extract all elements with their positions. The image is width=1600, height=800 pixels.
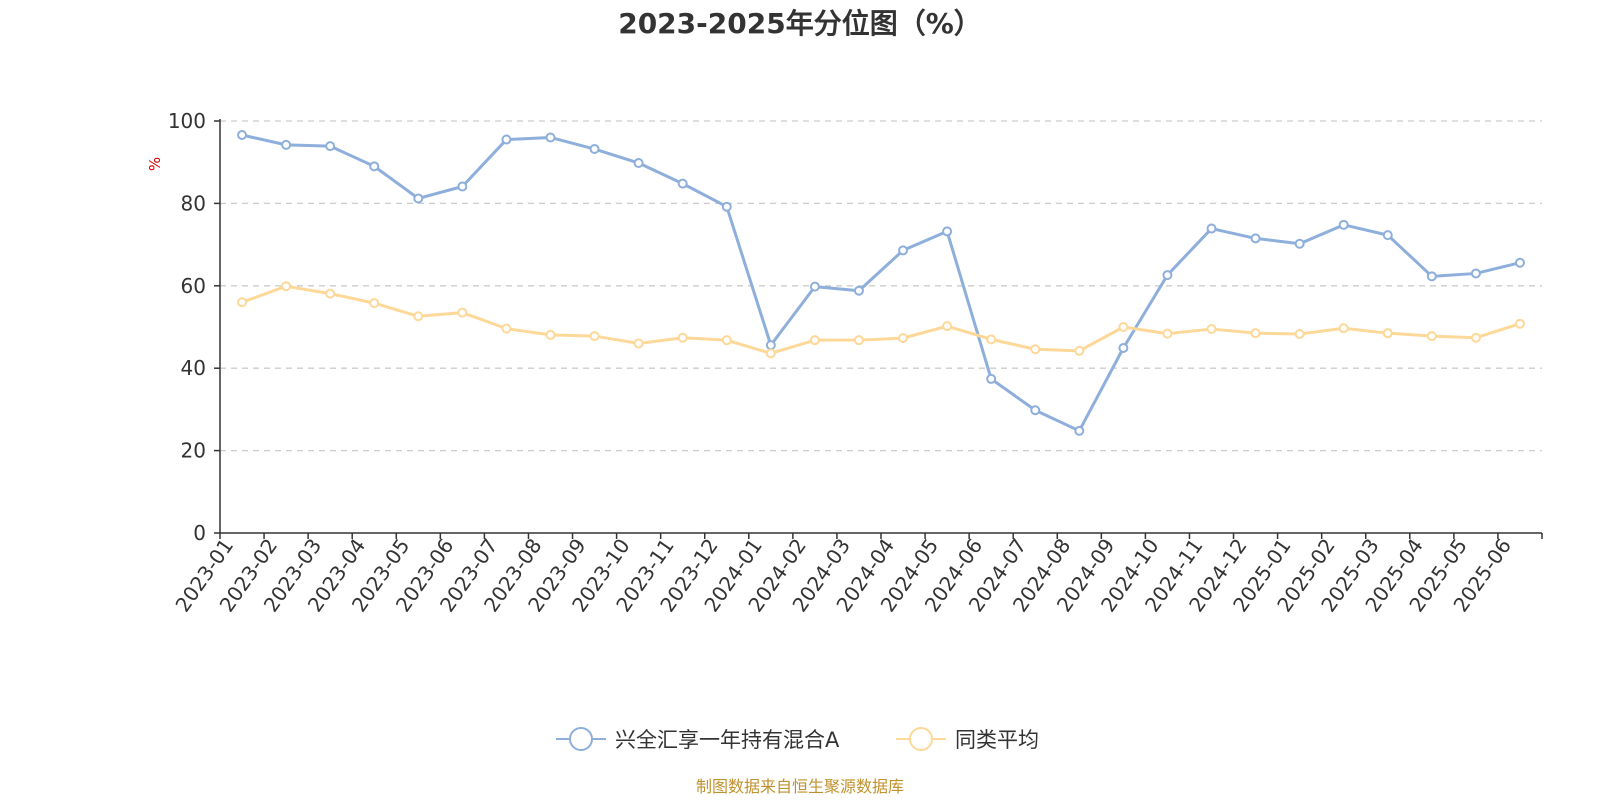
- data-point: [237, 130, 248, 141]
- y-axis-label: %: [146, 157, 164, 171]
- data-point: [1470, 268, 1481, 279]
- data-point: [1074, 425, 1085, 436]
- data-point: [545, 329, 556, 340]
- legend: 兴全汇享一年持有混合A 同类平均: [556, 727, 1039, 752]
- data-point: [1294, 238, 1305, 249]
- data-point: [1030, 344, 1041, 355]
- y-tick-label: 80: [181, 191, 206, 215]
- data-point: [1382, 230, 1393, 241]
- x-axis-ticks: 2023-012023-022023-032023-042023-052023-…: [170, 533, 1543, 616]
- data-point: [809, 281, 820, 292]
- data-point: [898, 333, 909, 344]
- data-point: [1382, 328, 1393, 339]
- data-point: [457, 307, 468, 318]
- data-point: [1074, 345, 1085, 356]
- data-point: [281, 139, 292, 150]
- data-point: [986, 334, 997, 345]
- data-point: [589, 331, 600, 342]
- series-line-1: [241, 284, 1521, 355]
- data-point: [1118, 343, 1129, 354]
- data-point: [1338, 219, 1349, 230]
- series-line-0: [241, 133, 1521, 433]
- data-point: [1206, 324, 1217, 335]
- y-tick-label: 40: [181, 356, 206, 380]
- data-point: [633, 158, 644, 169]
- data-point: [809, 335, 820, 346]
- data-point: [721, 201, 732, 212]
- data-point: [721, 335, 732, 346]
- data-point: [457, 181, 468, 192]
- data-point: [589, 144, 600, 155]
- data-point: [677, 178, 688, 189]
- y-tick-label: 20: [181, 439, 206, 463]
- data-point: [1514, 257, 1525, 268]
- data-point: [677, 332, 688, 343]
- data-point: [1514, 318, 1525, 329]
- data-point: [501, 134, 512, 145]
- data-point: [853, 285, 864, 296]
- data-point: [413, 311, 424, 322]
- data-point: [1250, 233, 1261, 244]
- data-point: [633, 338, 644, 349]
- data-point: [942, 321, 953, 332]
- data-point: [1470, 332, 1481, 343]
- data-point: [501, 323, 512, 334]
- legend-marker: [569, 727, 593, 751]
- data-point: [1426, 331, 1437, 342]
- data-point: [325, 288, 336, 299]
- legend-label: 同类平均: [955, 728, 1039, 752]
- series-layer: [237, 130, 1525, 436]
- data-point: [281, 281, 292, 292]
- data-point: [1426, 271, 1437, 282]
- chart-title: 2023-2025年分位图（%）: [618, 7, 982, 40]
- data-point: [986, 373, 997, 384]
- data-point: [413, 193, 424, 204]
- data-point: [1118, 322, 1129, 332]
- data-point: [325, 141, 336, 152]
- data-point: [1206, 223, 1217, 234]
- data-point: [1338, 323, 1349, 334]
- source-note: 制图数据来自恒生聚源数据库: [696, 777, 904, 796]
- legend-label: 兴全汇享一年持有混合A: [615, 728, 840, 752]
- data-point: [1162, 270, 1173, 281]
- y-axis-ticks: 0 20 40 60 80 100: [168, 109, 220, 545]
- y-tick-label: 100: [168, 109, 206, 133]
- data-point: [1030, 405, 1041, 416]
- gridlines: [220, 120, 1542, 452]
- data-point: [369, 161, 380, 172]
- data-point: [898, 245, 909, 256]
- y-tick-label: 0: [193, 521, 206, 545]
- data-point: [1162, 328, 1173, 339]
- data-point: [853, 335, 864, 346]
- data-point: [545, 132, 556, 143]
- data-point: [765, 348, 776, 359]
- data-point: [942, 226, 953, 237]
- data-point: [765, 340, 776, 351]
- data-point: [237, 297, 248, 308]
- y-tick-label: 60: [181, 274, 206, 298]
- data-point: [1250, 328, 1261, 339]
- data-point: [369, 298, 380, 309]
- data-point: [1294, 329, 1305, 340]
- legend-marker: [909, 727, 933, 751]
